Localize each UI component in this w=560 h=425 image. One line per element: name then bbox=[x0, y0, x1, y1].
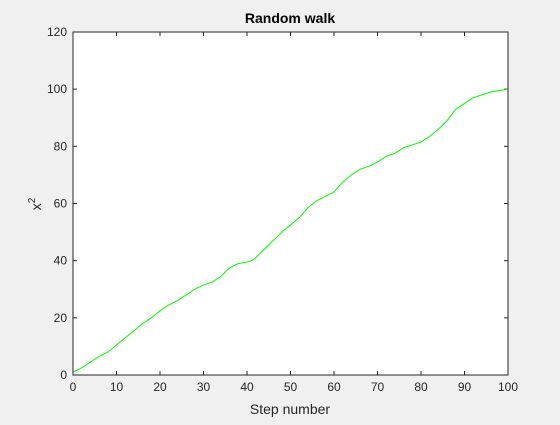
y-tick-label: 0 bbox=[60, 368, 67, 382]
chart-title: Random walk bbox=[245, 10, 335, 26]
x-tick-label: 50 bbox=[284, 380, 298, 394]
x-tick-label: 70 bbox=[371, 380, 385, 394]
y-axis-label-superscript: 2 bbox=[27, 197, 38, 203]
x-axis-label: Step number bbox=[250, 401, 330, 417]
y-axis-label-base: x bbox=[28, 203, 44, 210]
x-tick-label: 80 bbox=[414, 380, 428, 394]
x-tick-label: 0 bbox=[70, 380, 77, 394]
y-tick-label: 40 bbox=[54, 254, 68, 268]
y-tick-label: 20 bbox=[54, 311, 68, 325]
y-tick-label: 80 bbox=[54, 139, 68, 153]
plot-area bbox=[73, 32, 508, 375]
y-axis-label: x2 bbox=[27, 197, 44, 210]
x-tick-label: 90 bbox=[458, 380, 472, 394]
x-tick-label: 10 bbox=[110, 380, 124, 394]
x-tick-label: 30 bbox=[197, 380, 211, 394]
y-tick-label: 60 bbox=[54, 197, 68, 211]
y-tick-label: 120 bbox=[47, 25, 67, 39]
x-tick-label: 100 bbox=[498, 380, 518, 394]
x-tick-label: 20 bbox=[153, 380, 167, 394]
y-tick-label: 100 bbox=[47, 82, 67, 96]
x-tick-label: 40 bbox=[240, 380, 254, 394]
x-tick-label: 60 bbox=[327, 380, 341, 394]
